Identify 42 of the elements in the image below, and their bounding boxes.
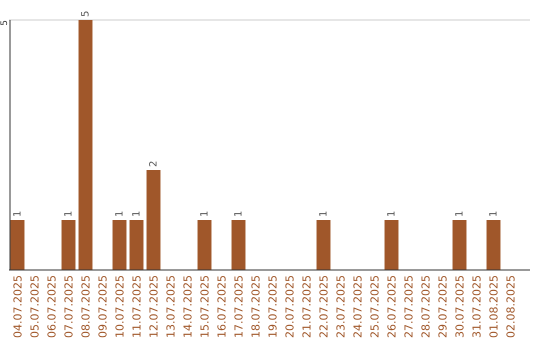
x-tick-label: 28.07.2025	[420, 275, 432, 338]
data-label: 1	[454, 210, 466, 217]
data-label: 1	[488, 210, 500, 217]
x-tick-label: 15.07.2025	[198, 275, 212, 338]
data-label: 1	[12, 210, 24, 217]
x-tick-label: 19.07.2025	[266, 275, 280, 338]
x-tick-label: 24.07.2025	[352, 275, 364, 338]
data-label: 1	[64, 210, 74, 217]
x-tick-label: 01.08.2025	[488, 275, 500, 338]
x-tick-label: 30.07.2025	[454, 275, 466, 338]
x-tick-label: 22.07.2025	[318, 275, 330, 338]
x-tick-label: 11.07.2025	[130, 275, 144, 338]
data-label: 2	[148, 160, 160, 167]
data-label: 1	[318, 210, 330, 217]
x-tick-label: 09.07.2025	[96, 275, 110, 338]
data-label: 5	[80, 10, 92, 17]
x-tick-label: 05.07.2025	[28, 275, 42, 338]
data-label: 1	[114, 210, 126, 217]
x-tick-label: 14.07.2025	[182, 275, 194, 338]
x-tick-label: 06.07.2025	[46, 275, 58, 338]
x-tick-label: 18.07.2025	[250, 275, 262, 338]
data-label: 1	[234, 210, 244, 217]
x-tick-label: 07.07.2025	[62, 275, 76, 338]
x-tick-label: 12.07.2025	[148, 275, 160, 338]
x-tick-label: 04.07.2025	[12, 275, 24, 338]
x-tick-label: 29.07.2025	[436, 275, 450, 338]
x-tick-label: 10.07.2025	[114, 275, 126, 338]
x-tick-label: 23.07.2025	[334, 275, 348, 338]
x-tick-label: 08.07.2025	[80, 275, 92, 338]
x-tick-label: 26.07.2025	[386, 275, 398, 338]
data-label: 1	[200, 210, 210, 217]
x-tick-label: 25.07.2025	[368, 275, 382, 338]
x-tick-label: 16.07.2025	[216, 275, 228, 338]
x-tick-label: 02.08.2025	[504, 275, 518, 338]
x-tick-label: 13.07.2025	[164, 275, 178, 338]
x-tick-label: 31.07.2025	[470, 275, 484, 338]
x-tick-label: 17.07.2025	[232, 275, 246, 338]
data-label: 1	[132, 210, 142, 217]
x-tick-label: 21.07.2025	[300, 275, 314, 338]
x-tick-label: 27.07.2025	[402, 275, 416, 338]
x-tick-label: 20.07.2025	[284, 275, 296, 338]
data-label: 1	[386, 210, 398, 217]
